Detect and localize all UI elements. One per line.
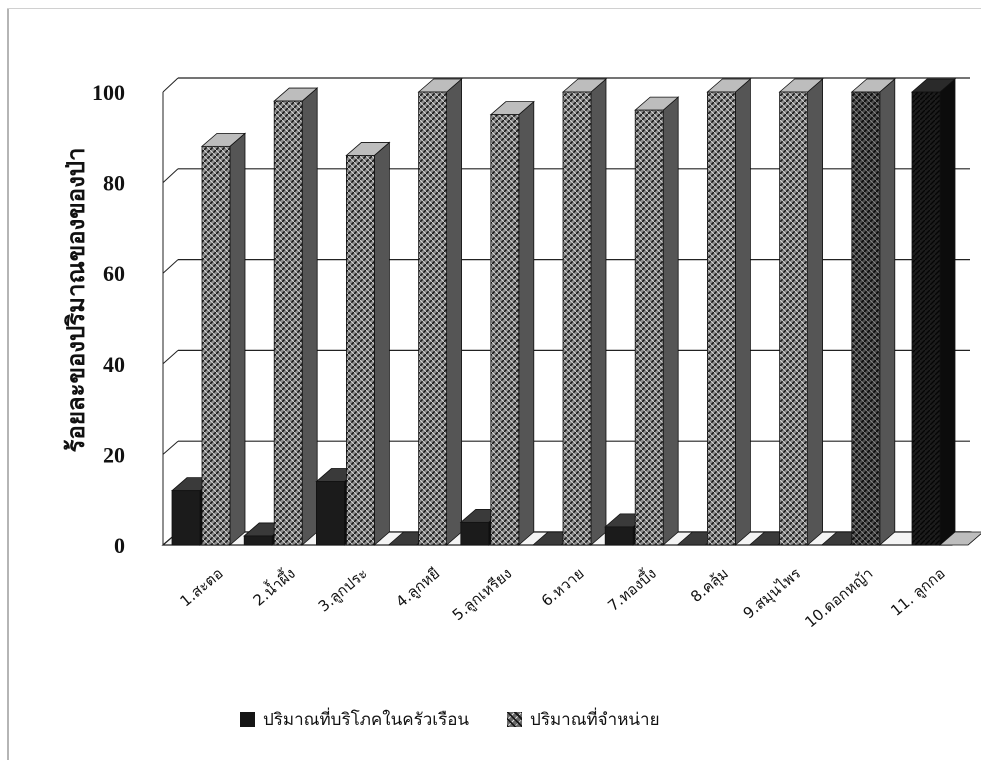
bar-consumed-11 (910, 78, 957, 546)
wall-diag-80 (162, 168, 179, 183)
x-tick-label-4: 4.ลูกหยี (392, 564, 443, 611)
x-tick-label-10: 10.ดอกหญ้า (801, 564, 876, 631)
x-tick-label-6: 6.หวาย (538, 564, 588, 610)
frame-border-left (7, 8, 9, 760)
frame-border-top (7, 8, 981, 9)
bar-sold-9 (778, 78, 824, 546)
bar-sold-6 (561, 78, 608, 546)
bar-sold-8 (706, 78, 752, 546)
x-tick-label-7: 7.ทองบึ้ง (603, 563, 660, 615)
bar-sold-1 (200, 132, 247, 546)
x-tick-label-1: 1.สะตอ (176, 564, 226, 610)
x-tick-label-3: 3.ลูกประ (315, 564, 371, 615)
bar-sold-7 (634, 96, 680, 546)
x-tick-label-5: 5.ลูกเหรียง (449, 564, 516, 624)
y-axis-label: ร้อยละของปริมาณของของป่า (62, 148, 90, 453)
bar-sold-3 (345, 141, 391, 546)
x-tick-label-2: 2.น้ำผึ้ง (248, 563, 298, 610)
legend-swatch-sold (507, 712, 523, 727)
legend-item-sold: ปริมาณที่จำหน่าย (507, 706, 660, 733)
y-tick-label-60: 60 (103, 261, 125, 286)
bar-sold-11 (938, 531, 981, 546)
y-tick-label-0: 0 (114, 533, 125, 558)
bar-chart: 0 20 40 60 80 100 1.สะตอ 2.น้ำผึ้ง 3.ลูกประ 4.ลู… (62, 77, 981, 631)
legend-swatch-consumed (240, 712, 255, 727)
legend-item-consumed: ปริมาณที่บริโภคในครัวเรือน (240, 706, 469, 733)
legend: ปริมาณที่บริโภคในครัวเรือน ปริมาณที่จำหน… (240, 706, 688, 733)
bar-sold-5 (489, 100, 535, 546)
wall-diag-20 (162, 440, 179, 455)
bar-sold-2 (273, 87, 319, 546)
legend-label-consumed: ปริมาณที่บริโภคในครัวเรือน (263, 710, 470, 730)
x-tick-label-9: 9.สมุนไพร (740, 564, 805, 623)
legend-label-sold: ปริมาณที่จำหน่าย (530, 710, 660, 730)
y-tick-label-100: 100 (92, 80, 125, 105)
y-tick-label-40: 40 (103, 352, 125, 377)
y-tick-label-20: 20 (103, 442, 125, 467)
x-tick-label-11: 11. ลูกกอ (887, 564, 948, 620)
bar-sold-4 (417, 78, 463, 546)
wall-diag-40 (162, 350, 179, 365)
bar-sold-10 (850, 78, 896, 546)
x-tick-label-8: 8.คลุ้ม (687, 564, 732, 606)
wall-diag-60 (162, 259, 179, 274)
y-tick-label-80: 80 (103, 171, 125, 196)
wall-diag-100 (162, 77, 179, 93)
